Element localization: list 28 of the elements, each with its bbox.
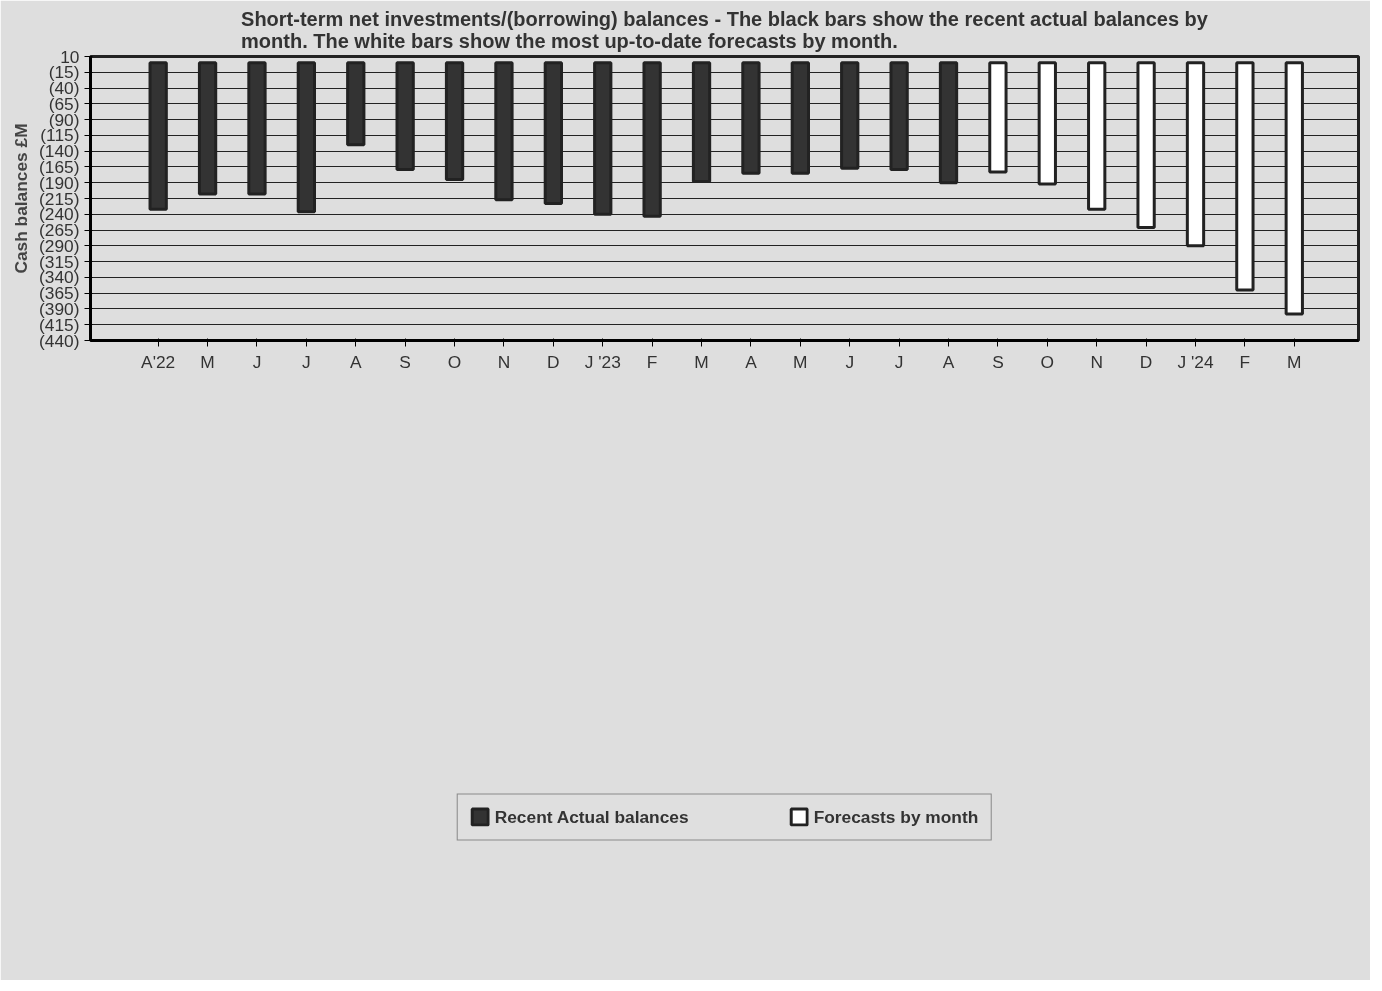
x-tick-label: J '24: [1177, 351, 1214, 372]
x-tick-label: J '23: [584, 351, 621, 372]
x-tick-label: M: [1287, 351, 1302, 372]
x-tick-label: J: [252, 351, 262, 372]
x-tick-label: M: [200, 351, 215, 372]
legend-label: Forecasts by month: [813, 806, 979, 828]
x-tick-label: S: [992, 351, 1004, 372]
x-tick-label: A: [942, 351, 955, 372]
x-tick-label: S: [399, 351, 411, 372]
x-tick-label: O: [1040, 351, 1055, 372]
chart-title: Short-term net investments/(borrowing) balances - The black bars show the recent actual balances by month. The white bars show the most up-to-date forecasts by month.: [241, 7, 1209, 52]
x-tick-label: F: [1239, 351, 1251, 372]
x-tick-label: J: [845, 351, 855, 372]
x-tick-label: J: [302, 351, 311, 372]
y-axis-title: Cash balances £M: [11, 123, 32, 274]
x-tick-label: D: [1139, 351, 1153, 372]
x-tick-label: M: [694, 351, 709, 372]
x-tick-label: N: [497, 351, 511, 372]
x-tick-label: O: [447, 351, 462, 372]
x-tick-label: A: [745, 351, 758, 372]
x-tick-label: M: [793, 351, 808, 372]
x-tick-label: A'22: [141, 351, 176, 372]
x-tick-label: J: [894, 351, 904, 372]
x-tick-label: A: [349, 351, 362, 372]
x-tick-label: D: [547, 351, 560, 372]
x-tick-label: N: [1090, 351, 1103, 372]
legend-label: Recent Actual balances: [494, 806, 689, 828]
x-tick-label: F: [646, 351, 658, 372]
